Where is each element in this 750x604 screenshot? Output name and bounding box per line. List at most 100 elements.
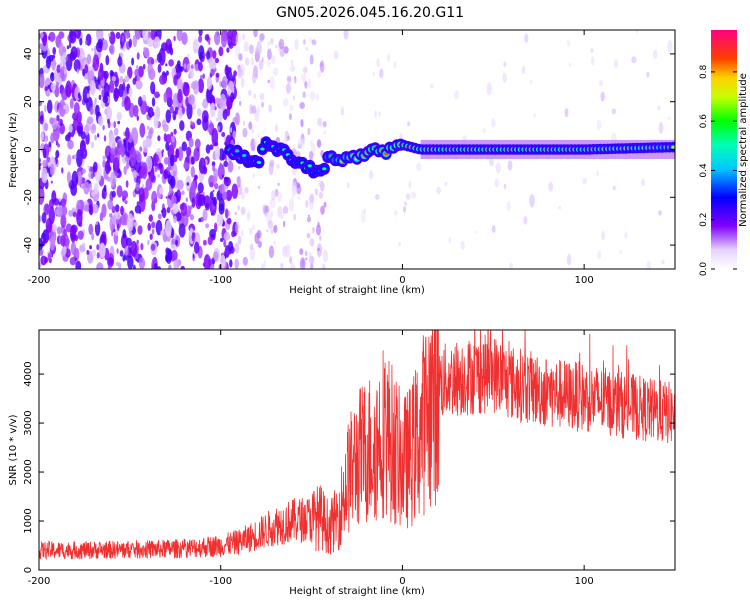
noise-speckle — [308, 151, 314, 161]
noise-speckle — [65, 56, 68, 61]
noise-speckle — [106, 176, 111, 182]
noise-speckle — [343, 30, 349, 40]
noise-speckle — [54, 208, 60, 216]
signal-blob-core — [671, 145, 675, 149]
noise-speckle — [198, 30, 203, 36]
colorbar-gradient — [711, 30, 737, 269]
noise-speckle — [94, 98, 97, 104]
noise-speckle — [116, 248, 119, 254]
noise-speckle — [205, 202, 210, 211]
noise-speckle — [317, 221, 320, 228]
noise-speckle — [261, 263, 266, 269]
noise-speckle — [175, 239, 178, 246]
noise-speckle — [278, 210, 285, 220]
noise-speckle — [212, 189, 215, 193]
noise-speckle — [600, 91, 605, 102]
noise-speckle — [115, 204, 120, 213]
snr-ylabel: SNR (10 * v/v) — [8, 414, 19, 485]
noise-speckle — [230, 126, 233, 133]
noise-speckle — [47, 84, 50, 89]
noise-speckle — [267, 58, 271, 67]
noise-speckle — [176, 60, 181, 69]
noise-speckle — [152, 153, 159, 164]
noise-speckle — [91, 203, 99, 214]
noise-speckle — [363, 208, 367, 215]
noise-speckle — [229, 259, 233, 268]
noise-speckle — [221, 32, 227, 48]
noise-speckle — [596, 119, 602, 131]
noise-speckle — [102, 124, 105, 131]
noise-speckle — [104, 108, 108, 115]
noise-speckle — [448, 236, 452, 244]
noise-speckle — [219, 93, 227, 111]
noise-speckle — [69, 98, 74, 110]
noise-speckle — [460, 241, 465, 250]
noise-speckle — [171, 195, 177, 205]
noise-speckle — [268, 245, 275, 259]
noise-speckle — [107, 199, 114, 210]
noise-speckle — [558, 206, 561, 210]
spectrogram-ytick-label: 20 — [23, 95, 34, 108]
noise-speckle — [290, 59, 294, 66]
noise-speckle — [135, 182, 140, 191]
noise-speckle — [319, 235, 322, 242]
noise-speckle — [81, 168, 86, 174]
noise-speckle — [181, 106, 185, 115]
noise-speckle — [309, 54, 314, 65]
noise-speckle — [101, 39, 108, 51]
noise-speckle — [150, 30, 156, 40]
noise-speckle — [601, 230, 605, 241]
colorbar-tick-label: 0.4 — [699, 163, 709, 178]
noise-speckle — [148, 129, 153, 140]
noise-speckle — [294, 77, 297, 85]
noise-speckle — [180, 265, 185, 269]
noise-speckle — [321, 263, 326, 269]
noise-speckle — [183, 63, 187, 70]
noise-speckle — [253, 93, 257, 99]
noise-speckle — [109, 79, 115, 94]
noise-speckle — [596, 170, 599, 177]
noise-speckle — [42, 148, 47, 159]
noise-speckle — [233, 70, 237, 77]
noise-speckle — [39, 215, 42, 223]
noise-speckle — [116, 223, 120, 232]
noise-speckle — [225, 70, 233, 80]
noise-speckle — [91, 249, 96, 257]
noise-speckle — [251, 224, 256, 231]
noise-speckle — [69, 257, 77, 266]
noise-speckle — [124, 246, 129, 256]
noise-speckle — [398, 242, 401, 247]
noise-speckle — [172, 203, 179, 214]
noise-speckle — [71, 170, 79, 188]
noise-speckle — [76, 171, 83, 187]
noise-speckle — [92, 54, 100, 72]
noise-speckle — [112, 214, 117, 226]
noise-speckle — [157, 173, 160, 178]
noise-speckle — [76, 125, 83, 135]
noise-speckle — [503, 183, 507, 189]
noise-speckle — [127, 66, 133, 79]
noise-speckle — [163, 169, 169, 180]
noise-speckle — [50, 180, 54, 184]
noise-speckle — [267, 79, 270, 84]
noise-speckle — [186, 153, 190, 164]
noise-speckle — [223, 160, 229, 168]
noise-speckle — [202, 73, 205, 79]
noise-speckle — [113, 88, 120, 99]
noise-speckle — [97, 38, 103, 49]
noise-speckle — [137, 65, 144, 78]
noise-speckle — [267, 48, 272, 60]
noise-speckle — [489, 157, 494, 167]
noise-speckle — [286, 75, 292, 83]
noise-speckle — [83, 204, 90, 212]
noise-speckle — [124, 75, 130, 83]
noise-speckle — [189, 214, 194, 221]
noise-speckle — [113, 157, 120, 172]
noise-speckle — [486, 82, 492, 96]
noise-speckle — [292, 194, 294, 198]
spectrogram-xtick-label: 100 — [575, 275, 594, 286]
noise-speckle — [227, 160, 234, 173]
spectrogram-ytick-label: -40 — [23, 237, 34, 253]
noise-speckle — [105, 106, 113, 122]
noise-speckle — [110, 171, 116, 187]
